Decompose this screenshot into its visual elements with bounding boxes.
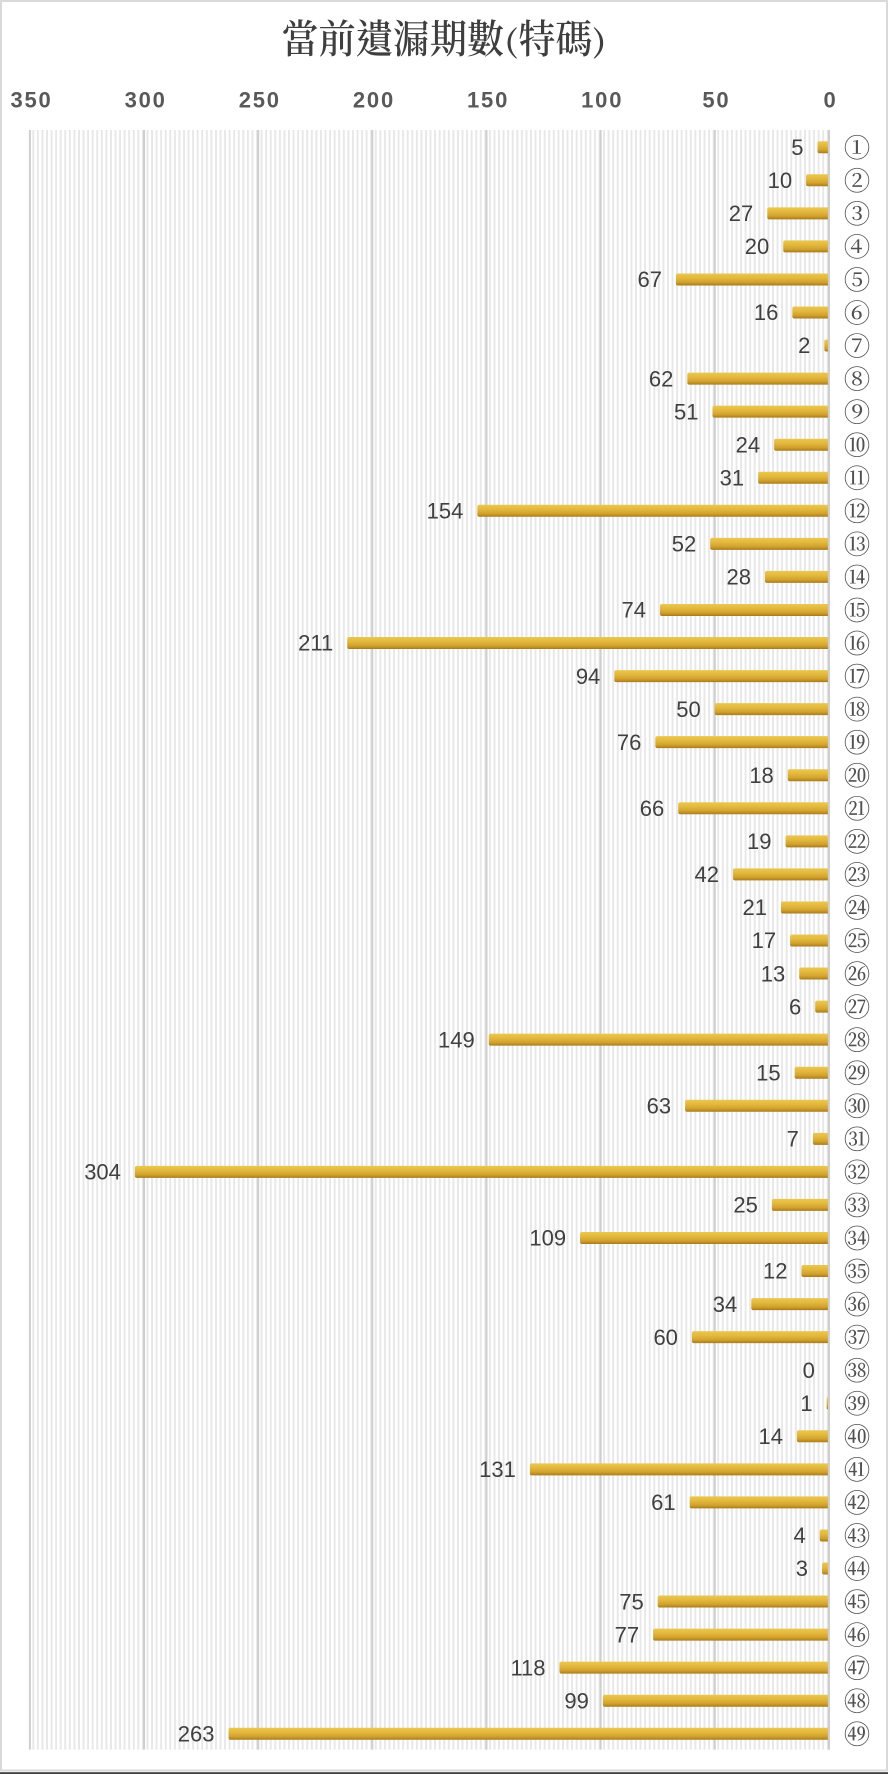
svg-text:5: 5 [791, 135, 803, 160]
svg-text:12: 12 [763, 1259, 787, 1284]
svg-text:77: 77 [615, 1622, 639, 1647]
svg-text:149: 149 [438, 1027, 475, 1052]
svg-text:74: 74 [621, 598, 645, 623]
svg-text:1: 1 [800, 1391, 812, 1416]
svg-text:2: 2 [798, 333, 810, 358]
svg-text:25: 25 [733, 1193, 757, 1218]
svg-text:61: 61 [651, 1490, 675, 1515]
svg-text:62: 62 [649, 366, 673, 391]
svg-text:304: 304 [84, 1160, 121, 1185]
svg-text:15: 15 [756, 1060, 780, 1085]
svg-text:200: 200 [353, 88, 395, 113]
svg-text:24: 24 [736, 432, 760, 457]
svg-text:109: 109 [529, 1226, 566, 1251]
svg-text:19: 19 [747, 829, 771, 854]
svg-text:75: 75 [619, 1589, 643, 1614]
svg-text:17: 17 [752, 928, 776, 953]
svg-text:28: 28 [726, 565, 750, 590]
svg-text:52: 52 [672, 532, 696, 557]
svg-text:66: 66 [640, 796, 664, 821]
svg-text:20: 20 [745, 234, 769, 259]
svg-text:67: 67 [637, 267, 661, 292]
svg-text:51: 51 [674, 399, 698, 424]
svg-text:60: 60 [653, 1325, 677, 1350]
svg-text:99: 99 [564, 1688, 588, 1713]
svg-text:34: 34 [713, 1292, 737, 1317]
svg-text:10: 10 [768, 168, 792, 193]
svg-text:21: 21 [742, 895, 766, 920]
svg-text:4: 4 [794, 1523, 806, 1548]
svg-text:42: 42 [695, 862, 719, 887]
svg-text:27: 27 [729, 201, 753, 226]
svg-text:3: 3 [796, 1556, 808, 1581]
svg-text:0: 0 [823, 88, 837, 113]
svg-text:7: 7 [787, 1127, 799, 1152]
svg-text:76: 76 [617, 730, 641, 755]
svg-text:154: 154 [427, 499, 464, 524]
svg-text:300: 300 [125, 88, 167, 113]
svg-text:211: 211 [298, 631, 333, 656]
svg-text:0: 0 [803, 1358, 815, 1383]
svg-text:14: 14 [758, 1424, 782, 1449]
svg-text:18: 18 [749, 763, 773, 788]
svg-text:31: 31 [720, 465, 744, 490]
svg-text:16: 16 [754, 300, 778, 325]
svg-text:118: 118 [510, 1655, 545, 1680]
svg-text:50: 50 [676, 697, 700, 722]
svg-text:131: 131 [479, 1457, 516, 1482]
svg-text:100: 100 [581, 88, 623, 113]
svg-text:50: 50 [702, 88, 730, 113]
svg-text:350: 350 [10, 88, 52, 113]
svg-text:94: 94 [576, 664, 600, 689]
svg-text:13: 13 [761, 961, 785, 986]
svg-text:250: 250 [239, 88, 281, 113]
svg-text:6: 6 [789, 994, 801, 1019]
svg-text:263: 263 [178, 1721, 215, 1746]
svg-text:150: 150 [467, 88, 509, 113]
svg-text:63: 63 [647, 1093, 671, 1118]
